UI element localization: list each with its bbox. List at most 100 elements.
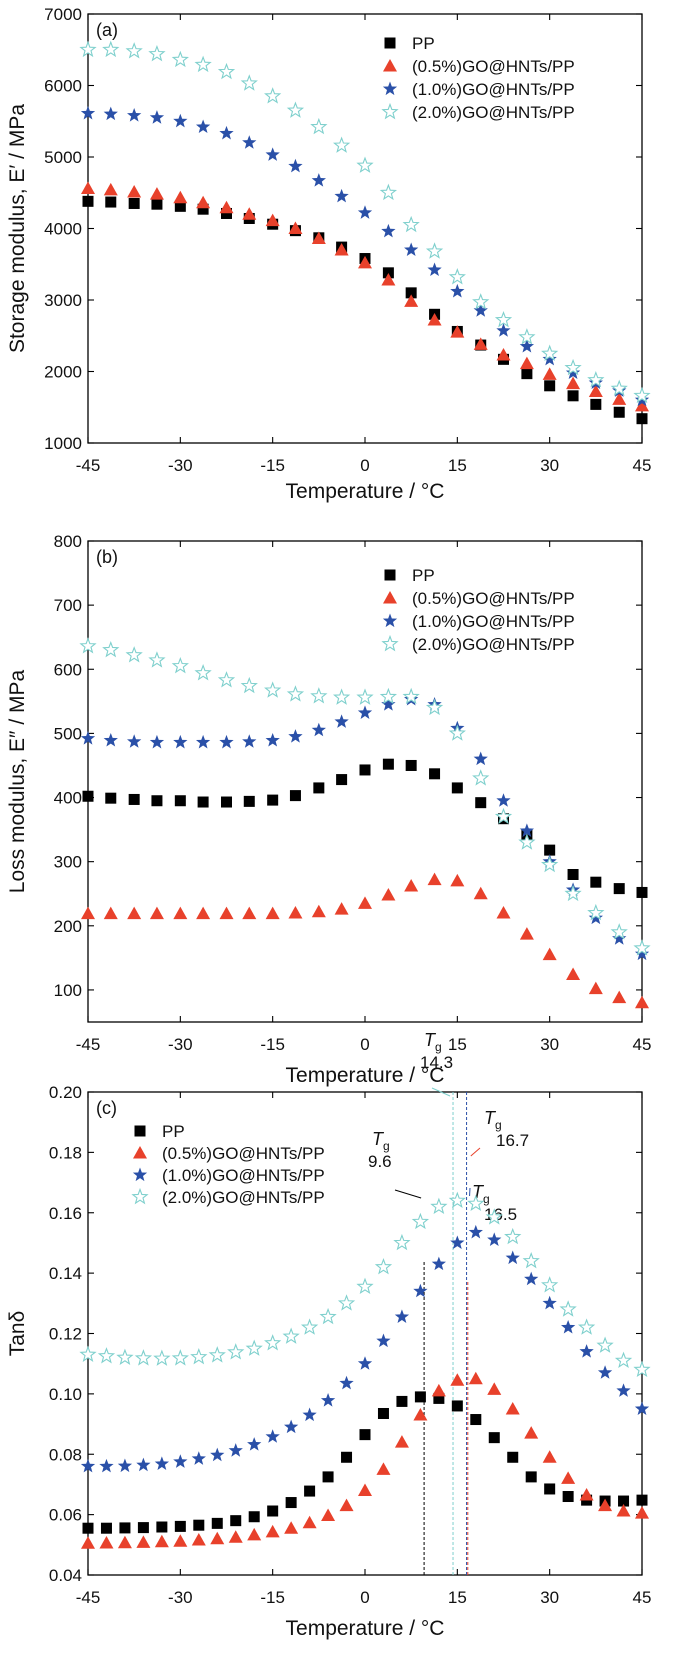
data-point (356, 1277, 374, 1295)
data-point (282, 1327, 300, 1344)
data-point (614, 1351, 633, 1369)
legend-label: (1.0%)GO@HNTs/PP (412, 80, 575, 99)
tg-pointer (470, 1147, 481, 1157)
y-tick-label: 200 (54, 917, 82, 936)
data-point (337, 1294, 356, 1311)
data-point (382, 267, 394, 279)
data-point (288, 221, 303, 234)
data-point (564, 358, 582, 376)
data-point (219, 906, 234, 920)
data-point (82, 195, 94, 207)
data-point (80, 1458, 96, 1473)
data-point (190, 1347, 208, 1365)
data-point (151, 198, 163, 210)
data-point (394, 1309, 410, 1323)
data-point (425, 242, 444, 259)
data-point (379, 687, 398, 705)
legend-marker (384, 569, 396, 581)
data-point (396, 1395, 408, 1407)
data-point (210, 1531, 225, 1545)
data-point (289, 790, 301, 802)
y-tick-label: 0.08 (49, 1445, 82, 1464)
data-point (81, 181, 95, 194)
data-point (376, 1333, 391, 1348)
data-point (196, 906, 211, 920)
data-point (311, 722, 326, 737)
data-point (264, 1334, 282, 1351)
y-tick-label: 0.14 (49, 1264, 82, 1283)
data-point (80, 105, 96, 120)
data-point (288, 729, 303, 743)
data-point (117, 1458, 133, 1473)
data-point (191, 1532, 206, 1546)
data-point (265, 213, 280, 227)
data-point (149, 906, 164, 920)
legend-marker (383, 591, 397, 604)
data-point (402, 215, 420, 233)
x-tick-label: 0 (360, 1035, 369, 1054)
data-point (195, 119, 211, 134)
data-point (265, 906, 280, 920)
data-point (99, 1536, 114, 1549)
data-point (561, 1319, 576, 1334)
x-tick-label: -45 (76, 456, 101, 475)
data-point (590, 398, 602, 410)
data-point (320, 1393, 336, 1407)
data-point (79, 1345, 97, 1362)
data-point (221, 207, 232, 219)
data-point (128, 793, 140, 805)
x-tick-label: -45 (76, 1588, 101, 1607)
data-point (485, 1208, 503, 1225)
data-point (525, 1471, 537, 1483)
data-point (374, 1258, 393, 1275)
data-point (358, 1483, 372, 1496)
data-point (208, 1346, 226, 1363)
data-point (173, 113, 188, 128)
data-point (171, 50, 189, 68)
y-tick-label: 4000 (44, 220, 82, 239)
data-point (448, 724, 466, 741)
data-point (128, 197, 140, 209)
tg-label: Tg (484, 1108, 502, 1132)
data-point (125, 42, 143, 59)
y-tick-label: 3000 (44, 291, 82, 310)
data-point (197, 796, 209, 808)
x-tick-label: -30 (168, 456, 193, 475)
data-point (596, 1336, 614, 1353)
data-point (565, 365, 581, 379)
data-point (616, 1504, 631, 1517)
data-point (117, 1535, 132, 1549)
data-point (405, 287, 417, 299)
x-tick-label: 30 (540, 1035, 559, 1054)
data-point (243, 795, 255, 807)
data-point (542, 367, 557, 380)
data-point (566, 967, 581, 981)
data-point (105, 792, 117, 804)
legend-marker (134, 1125, 146, 1137)
data-point (242, 135, 257, 149)
data-point (567, 390, 579, 402)
data-point (334, 714, 349, 728)
data-point (612, 931, 627, 945)
data-point (496, 905, 511, 919)
x-tick-label: 45 (633, 1035, 652, 1054)
data-point (610, 923, 628, 940)
data-point (264, 87, 282, 104)
data-point (174, 200, 186, 212)
legend-marker (131, 1187, 149, 1205)
data-point (451, 782, 463, 794)
data-point (450, 325, 465, 338)
data-point (559, 1300, 577, 1317)
data-point (286, 101, 305, 118)
data-point (245, 1339, 263, 1356)
data-point (488, 1432, 500, 1444)
tg-label: Tg (424, 1030, 442, 1054)
series-1 (82, 195, 648, 425)
data-point (472, 769, 490, 786)
data-point (228, 1530, 243, 1543)
panel-label: (c) (96, 1098, 117, 1118)
x-axis-label: Temperature / °C (286, 1617, 445, 1640)
data-point (227, 1343, 245, 1360)
series-4 (79, 1191, 651, 1378)
